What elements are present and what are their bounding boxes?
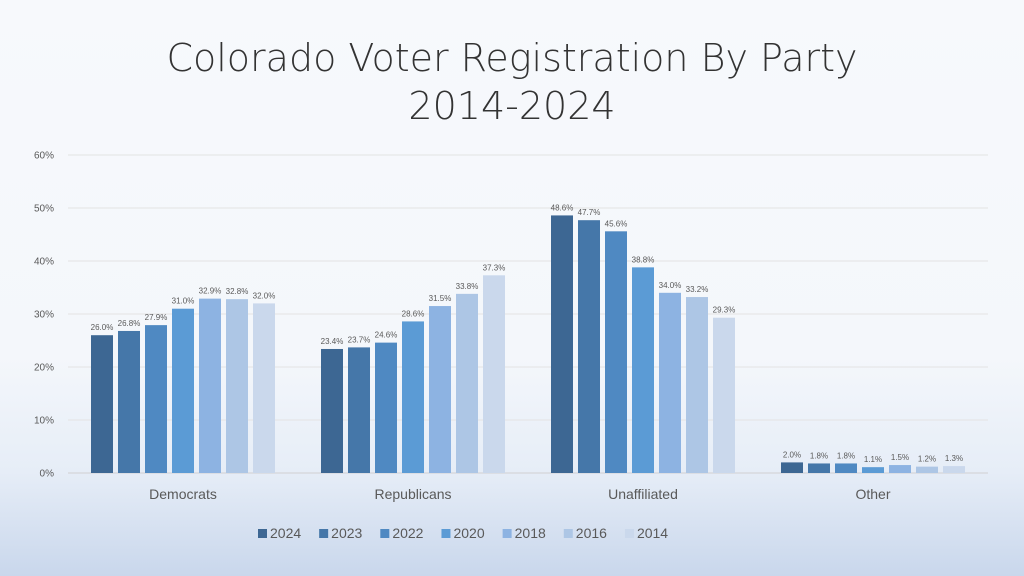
bar <box>402 321 424 473</box>
legend-entry: 2016 <box>576 525 607 541</box>
data-label: 2.0% <box>783 450 801 459</box>
data-label: 34.0% <box>659 281 682 290</box>
data-label: 32.9% <box>199 287 222 296</box>
data-label: 26.8% <box>118 319 141 328</box>
data-label: 1.8% <box>810 451 828 460</box>
bar <box>632 267 654 473</box>
chart-title-line-2: 2014-2024 <box>408 84 616 128</box>
x-category-label: Unaffiliated <box>608 486 678 502</box>
legend-swatch <box>258 529 267 538</box>
legend-entry: 2024 <box>270 525 301 541</box>
data-label: 38.8% <box>632 255 655 264</box>
legend-entry: 2018 <box>515 525 546 541</box>
data-label: 48.6% <box>551 203 574 212</box>
data-label: 1.1% <box>864 455 882 464</box>
legend-swatch <box>624 529 634 538</box>
y-tick-label: 60% <box>34 151 54 162</box>
gridlines <box>68 154 988 474</box>
bar <box>145 325 167 473</box>
bar <box>456 293 478 473</box>
x-category-label: Other <box>855 486 890 502</box>
bar <box>348 347 370 473</box>
legend-entry: 2023 <box>331 525 362 541</box>
legend-swatch <box>380 529 390 538</box>
bar <box>91 335 113 473</box>
y-tick-label: 20% <box>34 363 54 374</box>
bar <box>781 462 803 473</box>
data-label: 1.2% <box>918 455 936 464</box>
x-category-label: Republicans <box>374 486 451 502</box>
bar <box>172 308 194 473</box>
data-label: 28.6% <box>402 309 425 318</box>
data-label: 47.7% <box>578 208 601 217</box>
data-label: 23.4% <box>321 337 344 346</box>
data-label: 33.2% <box>686 285 709 294</box>
bar <box>808 463 830 473</box>
chart-title: Colorado Voter Registration By Party 201… <box>0 34 1024 130</box>
data-label: 24.6% <box>375 331 398 340</box>
data-label: 26.0% <box>91 323 114 332</box>
y-tick-label: 30% <box>34 310 54 321</box>
bar <box>226 299 248 473</box>
bar <box>943 466 965 473</box>
bar <box>321 348 343 473</box>
bar <box>659 292 681 473</box>
bar <box>253 303 275 473</box>
bar <box>605 231 627 473</box>
legend-swatch <box>319 529 329 538</box>
bar <box>483 275 505 473</box>
data-label: 32.8% <box>226 287 249 296</box>
data-label: 31.0% <box>172 297 195 306</box>
bar <box>713 317 735 473</box>
legend-swatch <box>563 529 573 538</box>
legend-entry: 2020 <box>453 525 484 541</box>
data-label: 1.8% <box>837 451 855 460</box>
bar <box>118 330 140 473</box>
y-tick-label: 50% <box>34 204 54 215</box>
data-label: 37.3% <box>483 263 506 272</box>
bar <box>429 306 451 473</box>
data-label: 1.3% <box>945 454 963 463</box>
chart-title-line-1: Colorado Voter Registration By Party <box>166 36 858 80</box>
y-tick-label: 40% <box>34 257 54 268</box>
data-label: 23.7% <box>348 335 371 344</box>
bars <box>91 215 965 474</box>
data-labels: 26.0% 26.8% 27.9% 31.0% 32.9% 32.8% 32.0% 23.4%… <box>91 203 963 464</box>
bar <box>686 297 708 473</box>
legend: 2024 2023 2022 2020 2018 2016 2014 <box>258 525 668 541</box>
x-category-label: Democrats <box>149 486 217 502</box>
bar <box>375 342 397 473</box>
data-label: 33.8% <box>456 282 479 291</box>
legend-entry: 2022 <box>392 525 423 541</box>
legend-swatch <box>441 529 451 538</box>
data-label: 27.9% <box>145 313 168 322</box>
y-axis: 0% 10% 20% 30% 40% 50% 60% <box>34 151 54 480</box>
bar <box>889 465 911 473</box>
y-tick-label: 0% <box>40 469 55 480</box>
bar <box>199 298 221 473</box>
data-label: 29.3% <box>713 306 736 315</box>
bar <box>835 463 857 473</box>
bar <box>578 220 600 473</box>
data-label: 32.0% <box>253 291 276 300</box>
legend-swatch <box>502 529 512 538</box>
bar <box>862 467 884 473</box>
data-label: 45.6% <box>605 219 628 228</box>
bar <box>551 215 573 474</box>
bar <box>916 466 938 473</box>
x-axis: Democrats Republicans Unaffiliated Other <box>149 486 891 502</box>
y-tick-label: 10% <box>34 416 54 427</box>
legend-entry: 2014 <box>637 525 668 541</box>
data-label: 31.5% <box>429 294 452 303</box>
data-label: 1.5% <box>891 453 909 462</box>
